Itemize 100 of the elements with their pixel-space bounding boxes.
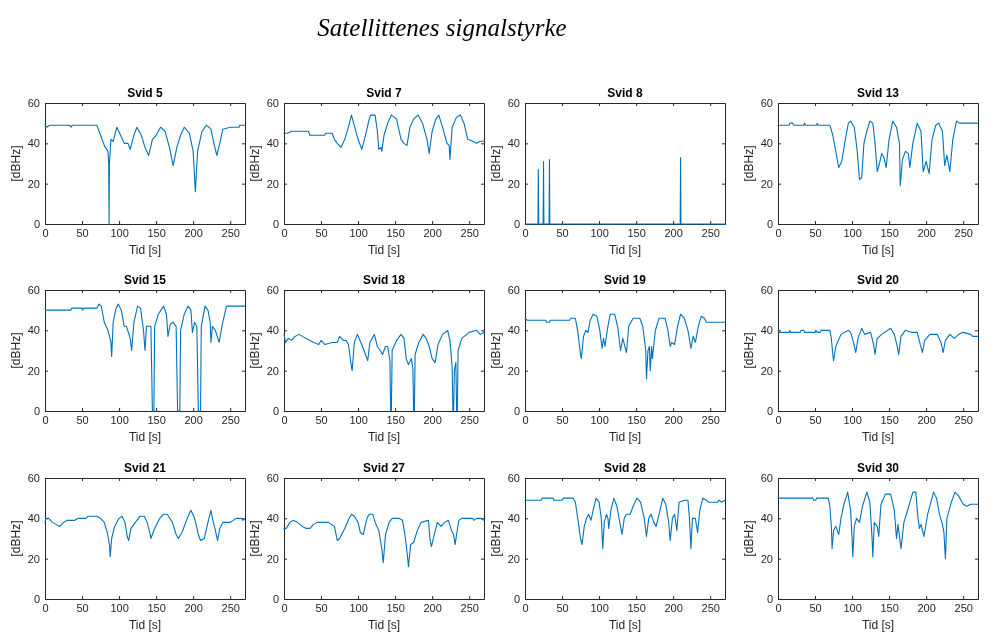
x-tick-label: 150 (147, 413, 166, 426)
x-tick-label: 0 (522, 413, 529, 426)
x-tick-label: 150 (386, 413, 405, 426)
chart-title: Svid 7 (366, 86, 402, 100)
chart-title: Svid 18 (362, 273, 406, 287)
y-tick-label: 20 (507, 177, 520, 190)
y-tick-label: 60 (760, 97, 773, 110)
y-tick-label: 0 (272, 405, 279, 418)
line-series (524, 313, 726, 380)
y-tick-label: 0 (513, 218, 520, 231)
x-axis-title: Tid [s] (128, 618, 162, 632)
line-series (283, 513, 485, 568)
y-axis-title: [dBHz] (9, 145, 23, 182)
y-axis-title: [dBHz] (248, 332, 262, 369)
x-tick-label: 250 (460, 226, 479, 239)
y-axis-title: [dBHz] (9, 520, 23, 557)
y-tick-label: 20 (760, 552, 773, 565)
x-tick-label: 150 (147, 226, 166, 239)
y-tick-label: 40 (266, 324, 279, 337)
x-tick-label: 200 (184, 601, 203, 614)
x-axis-title: Tid [s] (367, 430, 401, 444)
y-tick-label: 60 (266, 97, 279, 110)
x-tick-label: 50 (76, 601, 89, 614)
x-tick-label: 250 (460, 413, 479, 426)
x-tick-label: 150 (880, 226, 899, 239)
x-tick-label: 100 (590, 601, 609, 614)
y-tick-label: 60 (507, 284, 520, 297)
y-tick-label: 0 (33, 405, 40, 418)
x-tick-label: 200 (664, 226, 683, 239)
x-tick-label: 250 (460, 601, 479, 614)
x-tick-label: 250 (954, 413, 973, 426)
x-tick-label: 100 (590, 413, 609, 426)
x-tick-label: 100 (349, 413, 368, 426)
chart-title: Svid 5 (127, 86, 163, 100)
x-tick-label: 0 (281, 413, 288, 426)
x-tick-label: 150 (147, 601, 166, 614)
line-series (524, 497, 726, 550)
x-tick-label: 150 (627, 413, 646, 426)
y-tick-label: 0 (33, 593, 40, 606)
y-tick-label: 20 (760, 364, 773, 377)
x-tick-label: 50 (809, 226, 822, 239)
y-tick-label: 20 (266, 364, 279, 377)
y-tick-label: 0 (766, 218, 773, 231)
line-series (44, 509, 246, 558)
y-tick-label: 0 (272, 593, 279, 606)
x-tick-label: 150 (627, 601, 646, 614)
y-tick-label: 0 (272, 218, 279, 231)
x-axis-title: Tid [s] (861, 430, 895, 444)
y-axis-title: [dBHz] (489, 520, 503, 557)
y-axis-title: [dBHz] (742, 145, 756, 182)
x-tick-label: 150 (386, 601, 405, 614)
chart-title: Svid 20 (856, 273, 900, 287)
y-tick-label: 20 (507, 364, 520, 377)
x-tick-label: 50 (809, 413, 822, 426)
x-tick-label: 0 (522, 226, 529, 239)
x-tick-label: 150 (627, 226, 646, 239)
y-axis-title: [dBHz] (9, 332, 23, 369)
y-tick-label: 20 (266, 552, 279, 565)
x-tick-label: 250 (954, 226, 973, 239)
y-tick-label: 60 (27, 472, 40, 485)
y-tick-label: 20 (266, 177, 279, 190)
x-tick-label: 200 (184, 226, 203, 239)
x-tick-label: 50 (809, 601, 822, 614)
y-tick-label: 0 (766, 405, 773, 418)
y-tick-label: 60 (266, 472, 279, 485)
x-tick-label: 0 (281, 601, 288, 614)
x-axis-title: Tid [s] (608, 618, 642, 632)
chart-title: Svid 15 (123, 273, 167, 287)
x-tick-label: 50 (556, 226, 569, 239)
y-tick-label: 0 (33, 218, 40, 231)
y-tick-label: 0 (766, 593, 773, 606)
y-tick-label: 20 (27, 552, 40, 565)
y-tick-label: 60 (760, 284, 773, 297)
x-tick-label: 250 (221, 601, 240, 614)
x-tick-label: 50 (556, 601, 569, 614)
y-tick-label: 40 (266, 512, 279, 525)
y-tick-label: 20 (27, 364, 40, 377)
line-series (283, 114, 485, 161)
x-tick-label: 100 (110, 413, 129, 426)
y-axis-title: [dBHz] (248, 520, 262, 557)
y-tick-label: 40 (507, 512, 520, 525)
y-tick-label: 40 (760, 512, 773, 525)
x-axis-title: Tid [s] (128, 243, 162, 257)
y-axis-title: [dBHz] (489, 332, 503, 369)
x-tick-label: 250 (221, 413, 240, 426)
chart-title: Svid 19 (603, 273, 647, 287)
x-tick-label: 200 (664, 413, 683, 426)
x-tick-label: 200 (184, 413, 203, 426)
y-tick-label: 40 (507, 324, 520, 337)
y-tick-label: 60 (27, 284, 40, 297)
x-axis-title: Tid [s] (608, 243, 642, 257)
y-tick-label: 20 (760, 177, 773, 190)
y-tick-label: 60 (507, 97, 520, 110)
y-axis-title: [dBHz] (742, 332, 756, 369)
chart-title: Svid 8 (607, 86, 643, 100)
x-tick-label: 0 (775, 413, 782, 426)
x-tick-label: 200 (423, 413, 442, 426)
x-tick-label: 0 (42, 601, 49, 614)
y-axis-title: [dBHz] (248, 145, 262, 182)
x-tick-label: 100 (843, 601, 862, 614)
